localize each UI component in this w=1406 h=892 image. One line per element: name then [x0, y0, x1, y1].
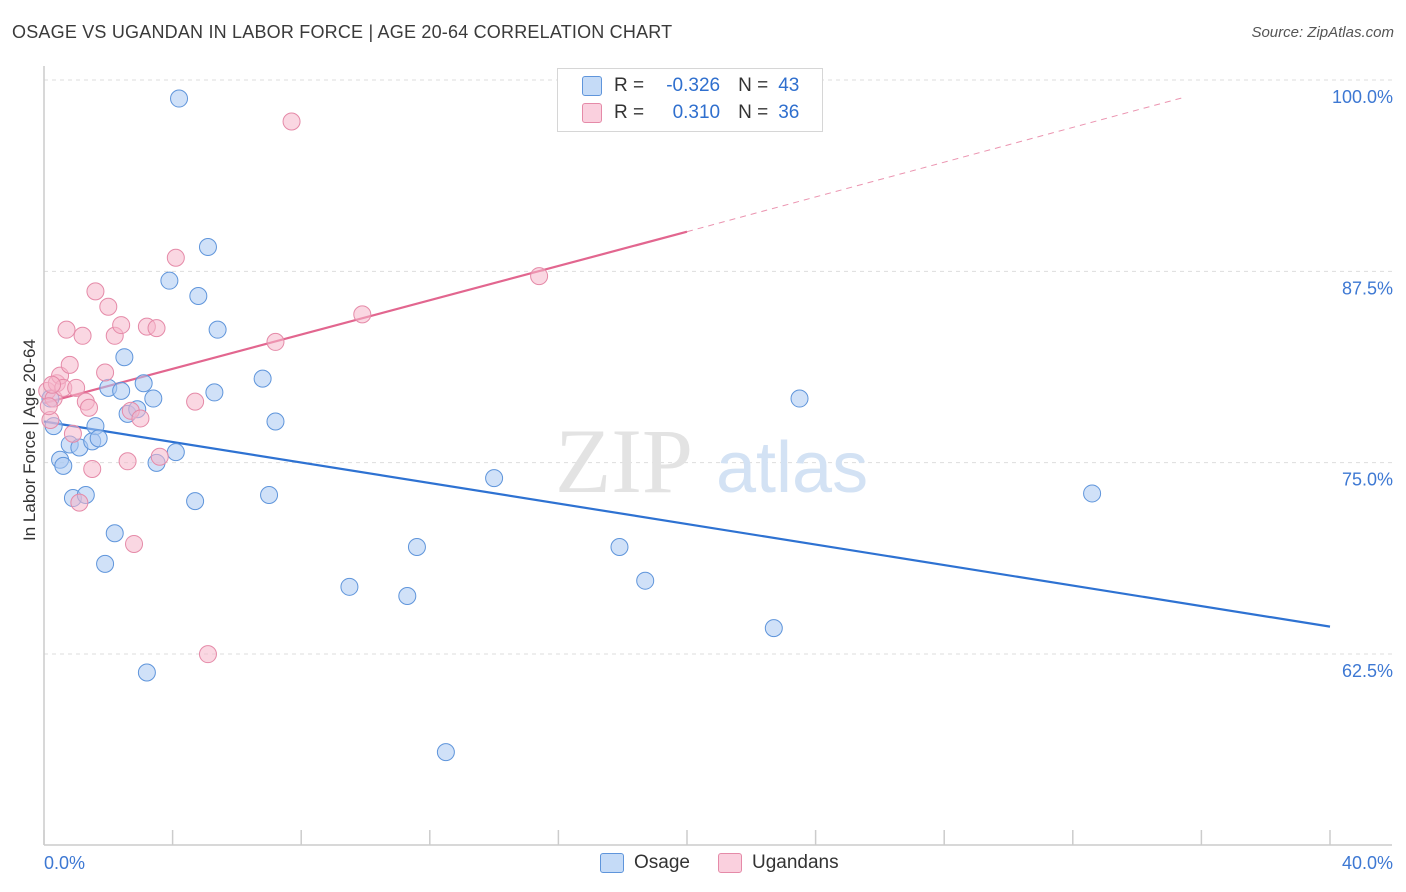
- osage-point: [485, 469, 504, 488]
- osage-point: [115, 348, 134, 367]
- ugandan-point: [39, 397, 58, 416]
- trend-lines: [43, 96, 1331, 628]
- osage-point: [436, 743, 455, 762]
- ugandan-point: [60, 355, 79, 374]
- tick-labels: 62.5% 75.0% 87.5% 100.0% 0.0% 40.0%: [44, 87, 1393, 873]
- ugandan-point: [186, 392, 205, 411]
- legend-r-label: R =: [614, 102, 645, 123]
- bottom-legend-ugandans: Ugandans: [718, 852, 839, 874]
- axis-layer: [43, 66, 1392, 846]
- ugandan-point: [63, 424, 82, 443]
- ugandan-point: [67, 378, 86, 397]
- legend-n-value: 43: [778, 75, 800, 96]
- osage-point: [266, 412, 285, 431]
- osage-point: [170, 89, 189, 108]
- osage-point: [1083, 484, 1102, 503]
- ugandan-point: [57, 320, 76, 339]
- osage-point: [340, 577, 359, 596]
- correlation-legend: R = -0.326 N = 43 R = 0.310 N = 36: [557, 68, 823, 132]
- ugandan-point: [96, 363, 115, 382]
- osage-point: [189, 286, 208, 305]
- legend-n-label: N =: [738, 102, 769, 123]
- osage-point: [253, 369, 272, 388]
- y-tick-label: 62.5%: [1342, 661, 1393, 681]
- osage-point: [398, 586, 417, 605]
- osage-point: [144, 389, 163, 408]
- ugandan-point: [131, 409, 150, 428]
- ugandan-point: [118, 452, 137, 471]
- x-tick-label: 40.0%: [1342, 853, 1393, 873]
- osage-point: [790, 389, 809, 408]
- osage-point: [112, 381, 131, 400]
- legend-r-label: R =: [614, 75, 645, 96]
- osage-point: [134, 374, 153, 393]
- ugandan-point: [198, 645, 217, 664]
- osage-point: [105, 524, 124, 543]
- watermark: ZIP atlas: [555, 410, 868, 512]
- ugandan-point: [282, 112, 301, 131]
- osage-point: [198, 238, 217, 257]
- ugandan-point: [150, 447, 169, 466]
- osage-point: [205, 383, 224, 402]
- ugandan-point: [166, 248, 185, 267]
- ugandan-point: [83, 459, 102, 478]
- osage-point: [260, 485, 279, 504]
- y-tick-label: 100.0%: [1332, 87, 1393, 107]
- trend-line-osage: [43, 420, 1331, 628]
- grid-layer: [44, 79, 1392, 655]
- osage-point: [186, 492, 205, 511]
- bottom-swatch-osage: [600, 853, 624, 873]
- legend-row-osage: R = -0.326 N = 43: [582, 74, 799, 98]
- osage-point: [636, 571, 655, 590]
- ugandan-point: [43, 375, 62, 394]
- ugandan-point: [86, 282, 105, 301]
- y-tick-label: 87.5%: [1342, 278, 1393, 298]
- osage-point: [54, 456, 73, 475]
- osage-point: [208, 320, 227, 339]
- bottom-legend-osage: Osage: [600, 852, 690, 874]
- ugandan-point: [80, 398, 99, 417]
- legend-r-value: 0.310: [672, 102, 721, 123]
- data-points: [38, 89, 1102, 762]
- ugandan-point: [73, 326, 92, 345]
- osage-point: [764, 619, 783, 638]
- legend-row-ugandans: R = 0.310 N = 36: [582, 101, 799, 125]
- bottom-swatch-ugandans: [718, 853, 742, 873]
- ugandan-point: [125, 534, 144, 553]
- bottom-legend-label: Ugandans: [752, 852, 839, 873]
- osage-point: [89, 429, 108, 448]
- legend-swatch-osage: [582, 76, 602, 96]
- y-axis-label: In Labor Force | Age 20-64: [20, 339, 39, 541]
- watermark-zip: ZIP: [555, 410, 693, 512]
- legend-swatch-ugandans: [582, 103, 602, 123]
- ugandan-point: [70, 493, 89, 512]
- y-tick-label: 75.0%: [1342, 470, 1393, 490]
- osage-point: [137, 663, 156, 682]
- bottom-legend-label: Osage: [634, 852, 690, 873]
- osage-point: [160, 271, 179, 290]
- osage-point: [96, 554, 115, 573]
- osage-point: [407, 538, 426, 557]
- source-label: Source: ZipAtlas.com: [1251, 24, 1394, 41]
- legend-n-label: N =: [738, 75, 769, 96]
- ugandan-point: [112, 316, 131, 335]
- y-axis-label-wrap: In Labor Force | Age 20-64: [18, 300, 42, 580]
- legend-r-value: -0.326: [666, 75, 721, 96]
- ugandan-point: [99, 297, 118, 316]
- ugandan-point: [353, 305, 372, 324]
- legend-n-value: 36: [778, 102, 800, 123]
- watermark-atlas: atlas: [716, 428, 868, 508]
- chart-title: OSAGE VS UGANDAN IN LABOR FORCE | AGE 20…: [12, 22, 673, 42]
- osage-point: [610, 538, 629, 557]
- ugandan-point: [266, 332, 285, 351]
- ugandan-point: [147, 319, 166, 338]
- trend-line-ugandans: [686, 96, 1186, 233]
- x-tick-label: 0.0%: [44, 853, 85, 873]
- osage-point: [166, 443, 185, 462]
- ugandan-point: [530, 267, 549, 286]
